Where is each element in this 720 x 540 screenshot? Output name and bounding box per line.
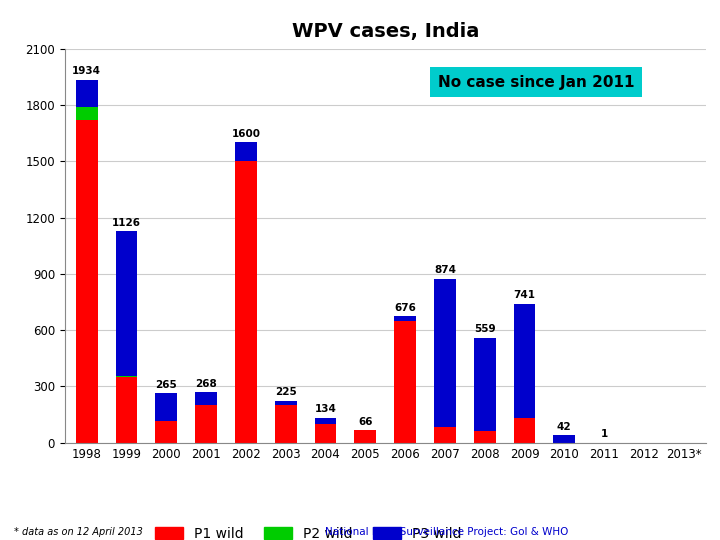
Bar (513, 303, 536, 418)
Bar (235, 143, 257, 161)
Text: * data as on 12 April 2013: * data as on 12 April 2013 (14, 527, 143, 537)
Bar (235, 161, 257, 443)
Bar (474, 338, 495, 430)
Bar (434, 279, 456, 427)
Text: 265: 265 (156, 380, 177, 390)
Text: National Polio Surveillance Project: GoI & WHO: National Polio Surveillance Project: GoI… (325, 527, 568, 537)
Bar (156, 393, 177, 421)
Title: WPV cases, India: WPV cases, India (292, 23, 479, 42)
Text: 42: 42 (557, 422, 572, 431)
Text: 874: 874 (434, 265, 456, 275)
Text: 741: 741 (513, 291, 536, 300)
Bar (195, 393, 217, 405)
Text: 225: 225 (275, 387, 297, 397)
Bar (513, 418, 536, 443)
Bar (115, 377, 138, 443)
Bar (156, 421, 177, 443)
Text: 268: 268 (195, 379, 217, 389)
Text: No case since Jan 2011: No case since Jan 2011 (438, 75, 634, 90)
Bar (76, 80, 98, 107)
Bar (275, 401, 297, 405)
Text: 134: 134 (315, 404, 336, 414)
Bar (354, 430, 377, 443)
Bar (315, 424, 336, 443)
Bar (76, 120, 98, 443)
Text: 1: 1 (600, 429, 608, 439)
Text: 66: 66 (358, 417, 372, 427)
Bar (474, 430, 495, 443)
Bar (315, 417, 336, 424)
Bar (434, 427, 456, 443)
Bar (195, 405, 217, 443)
Bar (554, 435, 575, 443)
Bar (394, 316, 416, 321)
Text: 1600: 1600 (231, 129, 261, 139)
Bar (76, 107, 98, 120)
Text: 1126: 1126 (112, 218, 141, 228)
Text: 676: 676 (394, 302, 416, 313)
Text: 1934: 1934 (72, 66, 102, 76)
Bar (275, 405, 297, 443)
Bar (394, 321, 416, 443)
Legend: P1 wild, P2 wild, P3 wild: P1 wild, P2 wild, P3 wild (149, 521, 467, 540)
Text: 559: 559 (474, 325, 495, 334)
Bar (115, 232, 138, 376)
Bar (115, 376, 138, 377)
